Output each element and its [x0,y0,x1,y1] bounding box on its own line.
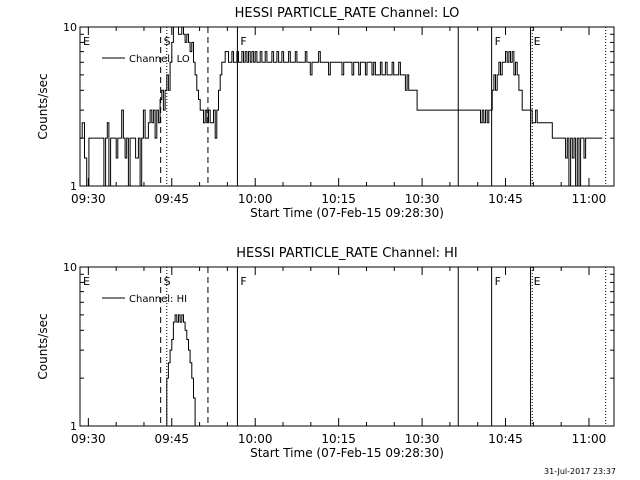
event-marker-label: E [83,35,90,48]
event-marker-label: S [164,275,171,288]
plot-frame [79,26,615,187]
event-marker-label: F [495,35,501,48]
plot-frame [79,266,615,427]
x-tick-label: 10:45 [488,432,523,446]
y-tick-label: 1 [70,180,77,193]
legend-label: Channel: LO [129,54,190,65]
x-tick-label: 09:30 [71,192,106,206]
x-tick-label: 11:00 [572,192,607,206]
x-tick-label: 10:30 [405,432,440,446]
legend-label: Channel: HI [129,294,187,305]
y-tick-label: 10 [63,261,77,274]
series-line-1 [165,314,196,427]
chart-title: HESSI PARTICLE_RATE Channel: HI [236,246,457,261]
event-marker-label: S [164,35,171,48]
x-tick-label: 10:30 [405,192,440,206]
chart-panel-1: HESSI PARTICLE_RATE Channel: LO 1 10 Counts… [36,6,615,220]
y-tick-label: 1 [70,420,77,433]
y-axis-label: Counts/sec [36,73,50,139]
chart-panel-2: HESSI PARTICLE_RATE Channel: HI 1 10 Counts… [36,246,615,460]
x-tick-label: 11:00 [572,432,607,446]
x-tick-label: 09:45 [154,192,189,206]
event-marker-label: E [534,35,541,48]
y-tick-label: 10 [63,21,77,34]
event-marker-label: E [83,275,90,288]
event-marker-label: F [240,275,246,288]
series-line-1 [80,26,603,187]
event-marker-label: F [495,275,501,288]
x-tick-label: 10:15 [321,192,356,206]
event-marker-label: F [240,35,246,48]
x-tick-label: 10:00 [238,432,273,446]
chart-title: HESSI PARTICLE_RATE Channel: LO [235,6,460,21]
timestamp-label: 31-Jul-2017 23:37 [543,467,616,476]
x-axis-label: Start Time (07-Feb-15 09:28:30) [250,446,444,460]
event-marker-label: E [534,275,541,288]
y-axis-label: Counts/sec [36,313,50,379]
x-tick-label: 09:30 [71,432,106,446]
x-axis-label: Start Time (07-Feb-15 09:28:30) [250,206,444,220]
x-tick-label: 10:45 [488,192,523,206]
x-tick-label: 09:45 [154,432,189,446]
x-tick-label: 10:00 [238,192,273,206]
x-tick-label: 10:15 [321,432,356,446]
